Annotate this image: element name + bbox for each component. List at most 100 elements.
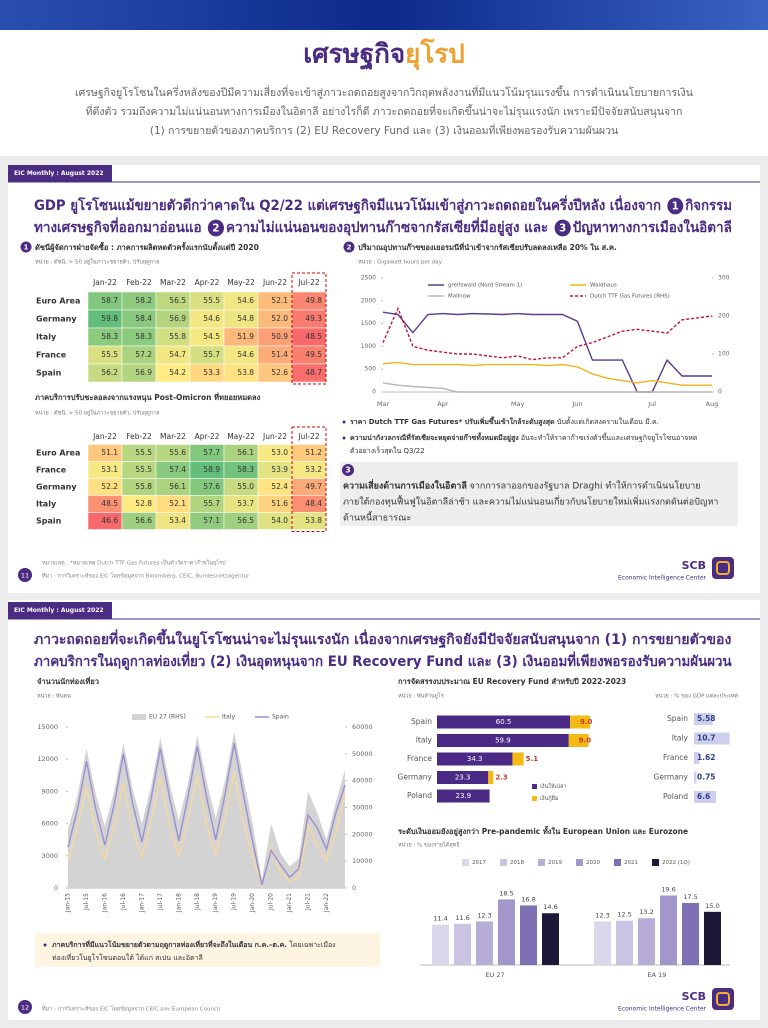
intro-line: (1) การขยายตัวของภาคบริการ (2) EU Recove… (150, 123, 618, 137)
bar (437, 771, 489, 784)
bar (682, 902, 699, 965)
text-line: ทางเศรษฐกิจที่ออกมาอ่อนแอ 2 ความไม่แน่นอนข… (34, 217, 732, 237)
chart-title: จำนวนนักท่องเที่ยว (37, 675, 99, 686)
chart-title: ระดับเงินออมยังอยู่สูงกว่า Pre-pandemic … (398, 825, 688, 837)
column-header: Jan-22 (92, 278, 117, 287)
value-label: 12.3 (477, 911, 491, 919)
cell: 51.9 (237, 332, 254, 341)
bar (488, 771, 494, 784)
value-label: 10.7 (697, 734, 716, 743)
column-header: Feb-22 (126, 278, 152, 287)
legend-label: EU 27 (RHS) (149, 714, 186, 721)
page-circle (18, 1000, 32, 1014)
cell: 58.3 (237, 465, 254, 474)
text-line: ภายใต้กองทุนฟื้นฟูในอิตาลีล่าช้า และความ… (343, 495, 718, 508)
text: ภาคบริการในฤดูกาลท่องเที่ยว (2) เงินอุดห… (34, 651, 732, 670)
y2-tick-label: 300 (718, 275, 730, 282)
text: ด้านหนี้สาธารณะ (343, 511, 411, 524)
y-tick-label: 2500 (361, 275, 376, 282)
legend-label: Spain (272, 714, 289, 721)
logo-mark (716, 992, 730, 1006)
badge-number: 2 (347, 243, 352, 252)
x-tick-label: Jul-16 (120, 893, 127, 911)
highlight (291, 426, 327, 532)
cell: 55.5 (203, 296, 220, 305)
legend-swatch (532, 784, 537, 789)
title: เศรษฐกิจ (303, 40, 405, 72)
cell: 52.6 (271, 368, 288, 377)
x-tick-label: May (511, 400, 525, 408)
tag-box (8, 602, 112, 619)
badge-circle (343, 241, 355, 253)
intro-line: ที่ตึงตัว รวมถึงความไม่แน่นอนทางการเมือง… (86, 104, 683, 118)
bar (437, 789, 490, 803)
cell: 59.8 (101, 314, 118, 323)
column-header: Apr-22 (195, 278, 220, 287)
bold-text: ภาคบริการที่มีแนวโน้มขยายตัวตามฤดูกาลท่อ… (52, 939, 287, 950)
y-tick-label: 1000 (361, 343, 376, 350)
text: ความไม่แน่นอนของอุปทานก๊าซจากรัสเซียที่ม… (226, 217, 548, 236)
text: ท่องเที่ยวในยูโรโซนตอนใต้ ได้แก่ สเปน แล… (52, 953, 203, 962)
cell: 53.3 (203, 368, 220, 377)
cell: 55.7 (203, 350, 220, 359)
column-header: Mar-22 (160, 278, 186, 287)
cell: 46.6 (101, 516, 118, 525)
cell: 57.1 (203, 516, 220, 525)
text: GDP ยูโรโซนแม้ขยายตัวดีกว่าคาดใน Q2/22 แ… (34, 195, 661, 216)
text-line: ภาคบริการที่มีแนวโน้มขยายตัวตามฤดูกาลท่อ… (52, 939, 336, 950)
category-label: EU 27 (485, 971, 504, 979)
column-header: May-22 (227, 278, 255, 287)
legend-swatch (532, 796, 537, 801)
legend-label: Waidhaus (590, 283, 617, 289)
cell: 55.5 (135, 465, 152, 474)
table-title: ภาคบริการปรับชะลอลงจากแรงหนุน Post-Omicr… (35, 391, 261, 402)
row-label: Italy (36, 500, 57, 509)
y-tick-label: 0 (372, 389, 376, 396)
row-label: France (36, 466, 67, 475)
logo-mark (716, 561, 730, 575)
legend-label: Dutch TTF Gas Futures (RHS) (590, 294, 670, 300)
cell: 56.5 (169, 296, 186, 305)
cell: 49.5 (305, 350, 322, 359)
x-tick-label: Aug (706, 400, 719, 408)
cell: 56.6 (135, 516, 152, 525)
legend-label: 2022 (1Q) (662, 860, 690, 866)
x-tick-label: Apr (437, 400, 449, 408)
cell: 54.5 (203, 332, 220, 341)
row-label: Spain (36, 517, 62, 526)
unit: หน่วย : % ของ GDP แต่ละประเทศ (655, 693, 738, 700)
bar (616, 920, 633, 965)
value-label: 13.2 (639, 908, 653, 916)
column-header: May-22 (227, 432, 255, 441)
value-label: 2.3 (495, 774, 508, 782)
y2-tick-label: 30000 (352, 804, 373, 812)
cell: 56.1 (237, 448, 254, 457)
cell: 53.8 (305, 516, 322, 525)
logo-subtitle: Economic Intelligence Center (618, 1006, 706, 1013)
cell: 52.4 (271, 482, 288, 491)
cell: 52.0 (271, 314, 288, 323)
category-label: France (663, 753, 688, 762)
cell: 54.7 (169, 350, 186, 359)
cell: 57.7 (203, 448, 220, 457)
category-label: France (407, 754, 432, 763)
cell: 54.6 (203, 314, 220, 323)
highlight (291, 272, 327, 385)
cell: 55.5 (101, 350, 118, 359)
cell: 58.2 (135, 296, 152, 305)
chart-title: ปริมาณอุปทานก๊าซของเยอรมนีที่นำเข้าจากรั… (358, 241, 617, 252)
category-label: Germany (654, 773, 689, 782)
italy-box (340, 462, 738, 526)
x-tick-label: Jul-19 (231, 893, 238, 911)
cell: 55.7 (203, 499, 220, 508)
category-label: Spain (667, 714, 688, 723)
cell: 57.4 (169, 465, 186, 474)
category-label: Poland (407, 791, 432, 800)
value-label: 9.0 (580, 718, 593, 726)
cell: 50.9 (271, 332, 288, 341)
legend-label: 2021 (624, 860, 638, 866)
cell: 48.5 (305, 332, 322, 341)
badge-number: 3 (345, 466, 350, 475)
bar (520, 905, 537, 965)
